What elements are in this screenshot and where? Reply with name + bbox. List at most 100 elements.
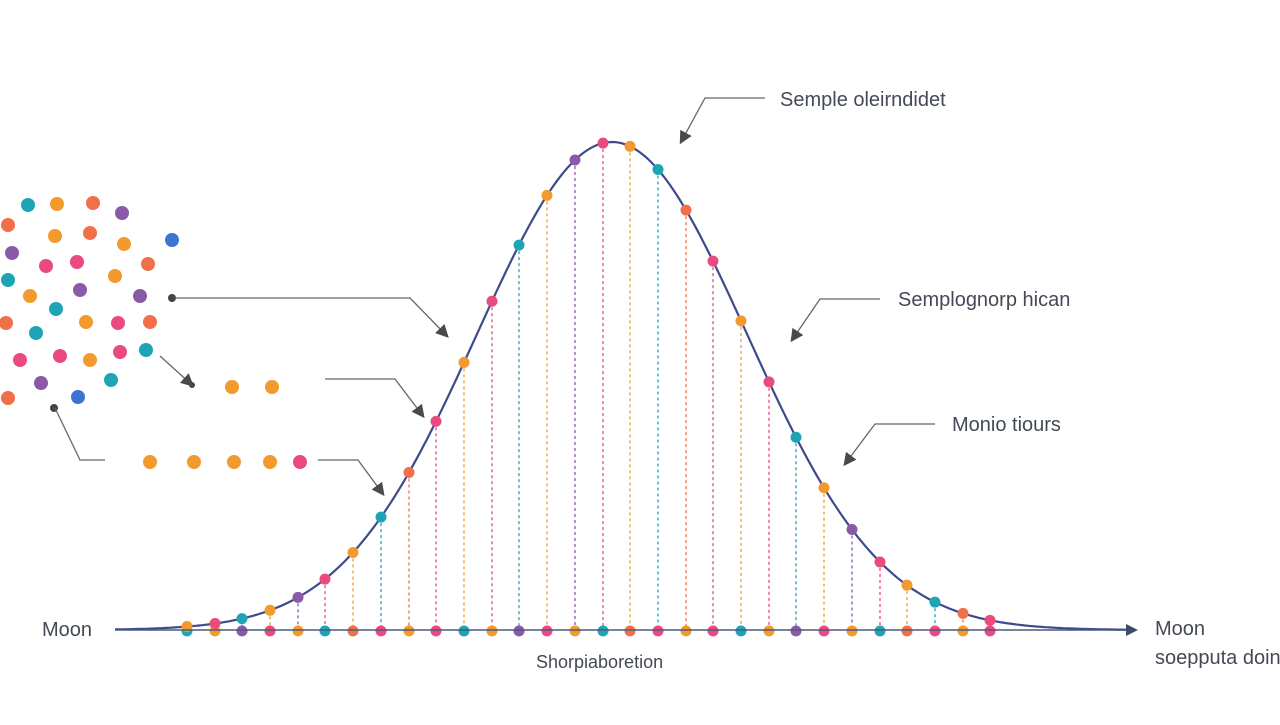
curve-dot	[597, 137, 609, 149]
cluster-dot	[143, 315, 157, 329]
curve-dot	[319, 573, 331, 585]
row-dot	[263, 455, 277, 469]
baseline-dot	[403, 625, 415, 637]
leader-middle	[790, 298, 880, 343]
baseline-dot	[763, 625, 775, 637]
baseline-dot	[597, 625, 609, 637]
leader-top	[679, 97, 765, 145]
cluster-dot	[1, 218, 15, 232]
row-dot	[143, 455, 157, 469]
curve-dot	[901, 579, 913, 591]
curve-dot	[818, 482, 830, 494]
row-dot	[265, 380, 279, 394]
cluster-dot	[141, 257, 155, 271]
cluster-dot	[29, 326, 43, 340]
leader-cluster-3	[159, 355, 194, 387]
cluster-dot	[48, 229, 62, 243]
baseline-dot	[818, 625, 830, 637]
row-dot	[227, 455, 241, 469]
curve-dot	[513, 239, 525, 251]
cluster-dot	[86, 196, 100, 210]
cluster-dot	[1, 273, 15, 287]
cluster-dot	[83, 226, 97, 240]
leader-lower	[843, 423, 935, 467]
baseline-dot	[458, 625, 470, 637]
curve-dot	[569, 154, 581, 166]
baseline-dot	[624, 625, 636, 637]
baseline-sample-dots	[181, 625, 996, 637]
baseline-dot	[375, 625, 387, 637]
curve-dot	[541, 189, 553, 201]
connector-dot	[168, 294, 176, 302]
curve-dot	[735, 315, 747, 327]
axis-bottom-label: Shorpiaboretion	[536, 652, 663, 672]
cluster-dot	[21, 198, 35, 212]
cluster-dot	[49, 302, 63, 316]
baseline-dot	[735, 625, 747, 637]
curve-dot	[486, 295, 498, 307]
cluster-dot	[73, 283, 87, 297]
cluster-dot	[50, 197, 64, 211]
baseline-dot	[486, 625, 498, 637]
cluster-dot	[111, 316, 125, 330]
baseline-dot	[541, 625, 553, 637]
baseline-dot	[707, 625, 719, 637]
baseline-dot	[430, 625, 442, 637]
curve-dot	[403, 466, 415, 478]
cluster-dot	[34, 376, 48, 390]
cluster-dot	[104, 373, 118, 387]
cluster-dot	[53, 349, 67, 363]
baseline-dot	[292, 625, 304, 637]
cluster-dot	[0, 316, 13, 330]
baseline-dot	[347, 625, 359, 637]
curve-dot	[929, 596, 941, 608]
curve-dot	[292, 591, 304, 603]
baseline-dot	[957, 625, 969, 637]
leader-cluster-1	[175, 297, 449, 338]
curve-dot	[680, 204, 692, 216]
cluster-dot	[83, 353, 97, 367]
row-dot	[293, 455, 307, 469]
cluster-dot	[23, 289, 37, 303]
baseline-dot	[984, 625, 996, 637]
cluster-dot	[133, 289, 147, 303]
cluster-dot	[108, 269, 122, 283]
curve-dot	[430, 415, 442, 427]
baseline-dot	[874, 625, 886, 637]
curve-sample-dots	[181, 137, 996, 633]
leader-cluster-2	[54, 407, 105, 461]
row-dot	[187, 455, 201, 469]
baseline-dot	[680, 625, 692, 637]
baseline-dot	[513, 625, 525, 637]
curve-dot	[763, 376, 775, 388]
annotation-lower: Monio tiours	[952, 414, 1061, 436]
leader-row-2	[318, 459, 385, 497]
axis-right-sublabel: soepputa doin	[1155, 647, 1280, 669]
curve-dot	[236, 613, 248, 625]
curve-dot	[707, 255, 719, 267]
sample-rows	[143, 380, 307, 469]
curve-dot	[790, 431, 802, 443]
cluster-dot	[39, 259, 53, 273]
cluster-dot	[79, 315, 93, 329]
baseline-dot	[319, 625, 331, 637]
curve-dot	[624, 140, 636, 152]
cluster-dot	[117, 237, 131, 251]
cluster-dot	[115, 206, 129, 220]
curve-dot	[652, 164, 664, 176]
annotation-middle: Semplognorp hican	[898, 289, 1070, 311]
leader-lines	[54, 97, 935, 497]
cluster-dot	[1, 391, 15, 405]
curve-dot	[209, 618, 221, 630]
annotation-top: Semple oleirndidet	[780, 89, 946, 111]
curve-dot	[957, 607, 969, 619]
baseline-dot	[236, 625, 248, 637]
cluster-dot	[139, 343, 153, 357]
cluster-dot	[165, 233, 179, 247]
curve-dot	[375, 511, 387, 523]
curve-dot	[458, 356, 470, 368]
cluster-dot	[113, 345, 127, 359]
baseline-dot	[846, 625, 858, 637]
